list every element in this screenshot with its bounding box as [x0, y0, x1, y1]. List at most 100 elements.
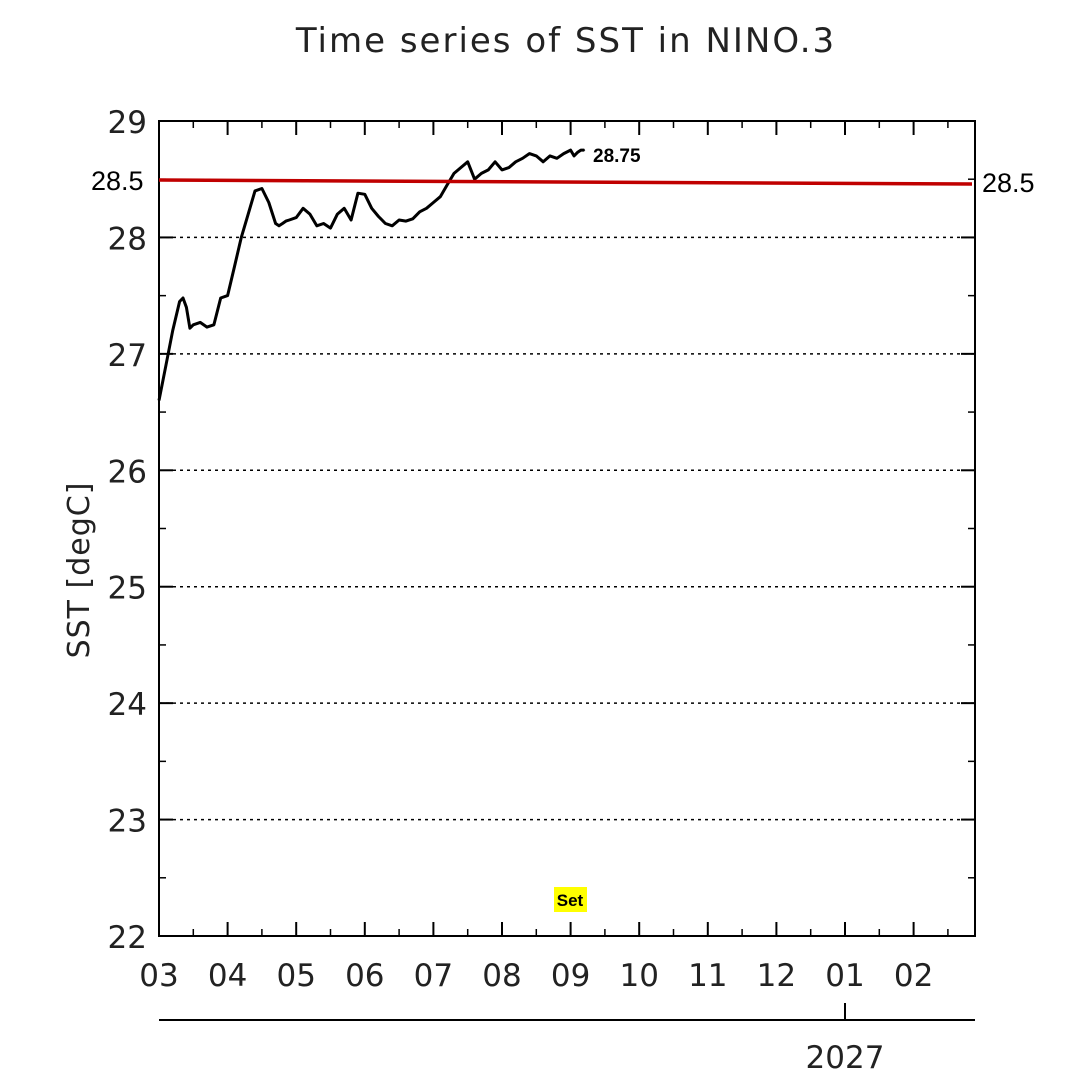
- y-tick-label: 22: [108, 920, 147, 956]
- sst-point: [569, 149, 572, 151]
- x-tick-label: 12: [757, 958, 796, 994]
- sst-point: [185, 306, 188, 309]
- plot-frame: [158, 120, 976, 937]
- sst-point: [364, 193, 366, 196]
- sst-point: [206, 326, 208, 328]
- chart-title: Time series of SST in NINO.3: [295, 21, 836, 61]
- axis-ticks: [158, 120, 975, 937]
- sst-point: [189, 327, 191, 330]
- set-marker-label: Set: [557, 891, 584, 910]
- sst-point: [336, 213, 339, 215]
- sst-point: [350, 219, 352, 221]
- reference-line: [158, 178, 973, 186]
- sst-point: [418, 211, 421, 213]
- sst-point: [357, 192, 359, 194]
- x-tick-label: 05: [276, 958, 315, 994]
- sst-point: [254, 190, 256, 192]
- y-tick-label: 27: [108, 338, 147, 374]
- sst-point: [562, 152, 565, 155]
- sst-point: [453, 172, 455, 175]
- x-tick-label: 06: [345, 958, 384, 994]
- sst-point: [473, 178, 476, 180]
- y-tick-label: 24: [108, 687, 147, 723]
- sst-point: [288, 219, 291, 221]
- y-axis-label: SST [degC]: [62, 482, 97, 659]
- sst-point: [343, 207, 346, 210]
- y-tick-label: 28: [108, 221, 147, 257]
- y-tick-label: 26: [108, 454, 147, 490]
- sst-point: [316, 225, 318, 227]
- reference-label-left: 28.5: [91, 166, 144, 196]
- set-marker-highlight: [554, 887, 587, 912]
- sst-series-line: [157, 148, 585, 401]
- sst-point: [226, 294, 229, 297]
- sst-point: [460, 166, 462, 169]
- x-tick-label: 11: [688, 958, 727, 994]
- x-tick-labels: 03 04 05 06 07 08 09 10 11 12 01 02: [139, 958, 933, 994]
- sst-point: [213, 324, 215, 326]
- sst-point: [268, 201, 270, 204]
- sst-point: [501, 169, 503, 171]
- sst-point: [535, 155, 538, 157]
- sst-point: [309, 213, 311, 215]
- sst-point: [278, 225, 280, 227]
- sst-point: [446, 184, 448, 186]
- sst-point: [466, 161, 469, 163]
- sst-point: [370, 207, 373, 210]
- sst-point: [480, 172, 483, 175]
- sst-point: [219, 297, 222, 299]
- x-tick-label: 02: [894, 958, 933, 994]
- sst-point: [329, 227, 332, 229]
- sst-point: [384, 222, 387, 225]
- sst-point: [281, 222, 284, 225]
- sst-point: [192, 324, 195, 326]
- x-tick-label: 07: [414, 958, 453, 994]
- sst-point: [165, 364, 167, 367]
- sst-point: [199, 321, 201, 324]
- sst-point: [274, 222, 277, 225]
- series-layer: [157, 148, 586, 402]
- x-tick-label: 04: [208, 958, 247, 994]
- x-tick-label: 10: [619, 958, 658, 994]
- sst-point: [580, 149, 582, 151]
- sst-point: [398, 219, 400, 221]
- grid-lines: [159, 236, 975, 821]
- sst-point: [302, 207, 304, 210]
- sst-point: [233, 265, 236, 268]
- sst-point: [178, 300, 181, 303]
- sst-point: [295, 216, 298, 219]
- x-tick-label: 08: [482, 958, 521, 994]
- sst-point: [439, 195, 442, 198]
- sst-point: [405, 220, 407, 222]
- last-value-label: 28.75: [593, 146, 641, 167]
- sst-point: [285, 220, 287, 222]
- sst-point: [377, 215, 380, 218]
- sst-point: [494, 161, 496, 163]
- reference-label-right: 28.5: [982, 168, 1035, 198]
- sst-point: [432, 201, 435, 204]
- y-tick-label: 25: [108, 571, 147, 607]
- sst-point: [247, 213, 249, 215]
- sst-point: [322, 222, 325, 225]
- y-tick-label: 23: [108, 804, 147, 840]
- x-tick-label: 01: [825, 958, 864, 994]
- sst-point: [240, 236, 243, 239]
- sst-point: [391, 225, 394, 227]
- sst-point: [508, 166, 510, 169]
- sst-point: [487, 169, 490, 171]
- sst-point: [583, 149, 586, 151]
- sst-point: [556, 157, 558, 160]
- sst-point: [521, 157, 524, 160]
- sst-point: [549, 155, 551, 157]
- y-tick-labels: 22 23 24 25 26 27 28 29: [108, 105, 147, 956]
- y-tick-label: 29: [108, 105, 147, 141]
- sst-point: [158, 399, 160, 402]
- sst-point: [542, 161, 544, 163]
- sst-point: [573, 155, 575, 157]
- sst-point: [576, 151, 579, 154]
- sst-point: [261, 187, 263, 190]
- year-label: 2027: [806, 1040, 885, 1075]
- x-tick-label: 03: [139, 958, 178, 994]
- sst-point: [425, 207, 428, 210]
- sst-point: [514, 161, 517, 163]
